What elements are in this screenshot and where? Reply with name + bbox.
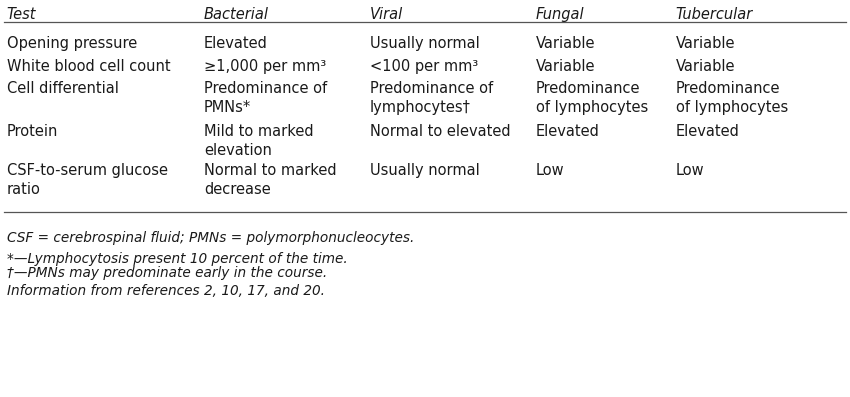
Text: Usually normal: Usually normal [370, 36, 479, 51]
Text: Low: Low [676, 163, 705, 178]
Text: Mild to marked
elevation: Mild to marked elevation [204, 124, 314, 158]
Text: Opening pressure: Opening pressure [7, 36, 137, 51]
Text: *—Lymphocytosis present 10 percent of the time.: *—Lymphocytosis present 10 percent of th… [7, 252, 348, 266]
Text: Low: Low [536, 163, 564, 178]
Text: Variable: Variable [676, 36, 735, 51]
Text: Normal to marked
decrease: Normal to marked decrease [204, 163, 337, 197]
Text: Predominance of
lymphocytes†: Predominance of lymphocytes† [370, 81, 493, 115]
Text: CSF-to-serum glucose
ratio: CSF-to-serum glucose ratio [7, 163, 167, 197]
Text: Elevated: Elevated [204, 36, 268, 51]
Text: CSF = cerebrospinal fluid; PMNs = polymorphonucleocytes.: CSF = cerebrospinal fluid; PMNs = polymo… [7, 231, 414, 245]
Text: Test: Test [7, 7, 37, 22]
Text: Bacterial: Bacterial [204, 7, 269, 22]
Text: Normal to elevated: Normal to elevated [370, 124, 510, 139]
Text: Variable: Variable [676, 59, 735, 74]
Text: Fungal: Fungal [536, 7, 584, 22]
Text: Elevated: Elevated [536, 124, 599, 139]
Text: Information from references 2, 10, 17, and 20.: Information from references 2, 10, 17, a… [7, 284, 325, 298]
Text: Cell differential: Cell differential [7, 81, 119, 96]
Text: Usually normal: Usually normal [370, 163, 479, 178]
Text: Protein: Protein [7, 124, 58, 139]
Text: Variable: Variable [536, 36, 595, 51]
Text: Elevated: Elevated [676, 124, 740, 139]
Text: Predominance
of lymphocytes: Predominance of lymphocytes [536, 81, 648, 115]
Text: ≥1,000 per mm³: ≥1,000 per mm³ [204, 59, 326, 74]
Text: White blood cell count: White blood cell count [7, 59, 170, 74]
Text: †—PMNs may predominate early in the course.: †—PMNs may predominate early in the cour… [7, 266, 327, 280]
Text: Variable: Variable [536, 59, 595, 74]
Text: Viral: Viral [370, 7, 403, 22]
Text: Predominance
of lymphocytes: Predominance of lymphocytes [676, 81, 788, 115]
Text: Tubercular: Tubercular [676, 7, 753, 22]
Text: Predominance of
PMNs*: Predominance of PMNs* [204, 81, 327, 115]
Text: <100 per mm³: <100 per mm³ [370, 59, 478, 74]
